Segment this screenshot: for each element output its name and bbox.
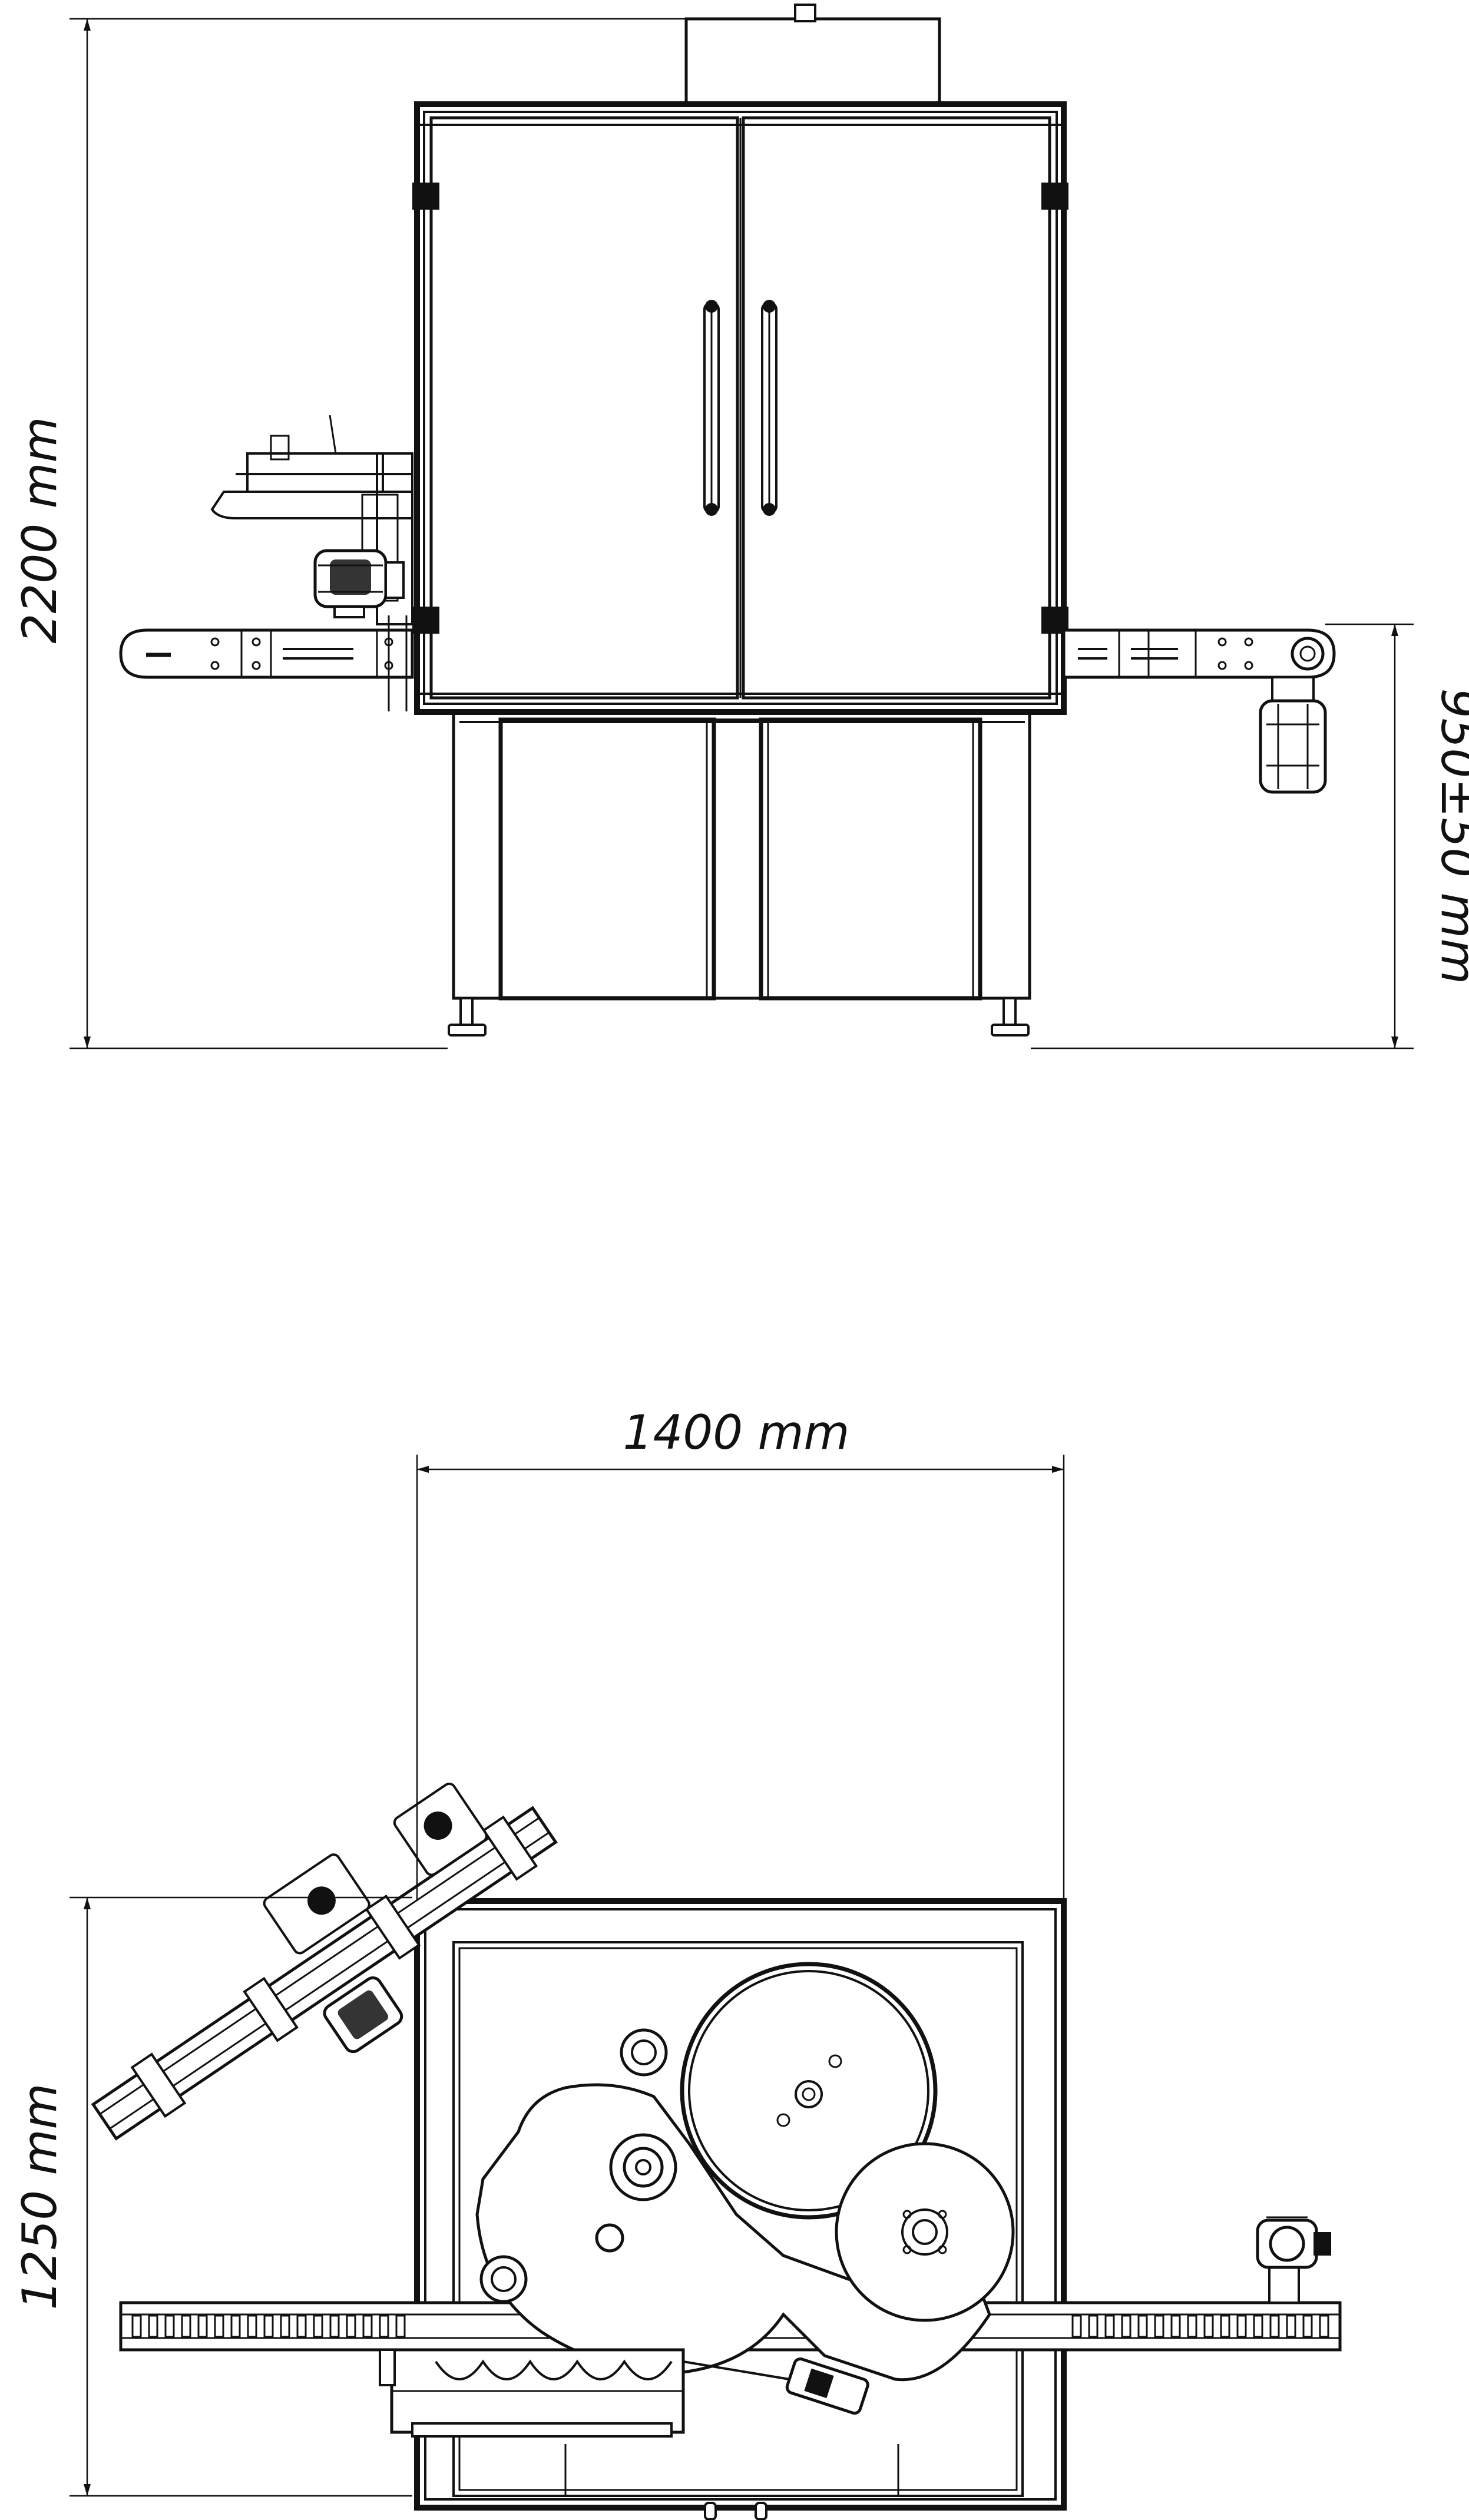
top-left-labeler-arm [91,1782,558,2141]
chain-link [181,2314,191,2338]
chain-link [1154,2314,1164,2338]
dimension-depth: 1250 mm [12,1896,412,2497]
chain-link [1121,2314,1131,2338]
dimension-height-overall: 2200 mm [12,18,686,1049]
chain-link [395,2314,406,2338]
bottom-motor [683,2357,869,2415]
chain-link [1104,2314,1115,2338]
chain-link [1302,2314,1313,2338]
top-right-motor [1256,2216,1331,2304]
depth-dimension-label: 1250 mm [12,2084,67,2310]
upper-cabinet [412,101,1068,715]
height-dimension-label: 2200 mm [12,417,67,644]
chain-link [1187,2314,1197,2338]
chain-link [1220,2314,1230,2338]
right-conveyor [1062,628,1336,679]
conveyor-height-dimension-label: 950±50 mm [1431,688,1469,985]
width-dimension-label: 1400 mm [623,1405,850,1460]
chain-link [1137,2314,1148,2338]
main-turntable-plate [475,2028,991,2382]
dimension-conveyor-height: 950±50 mm [1031,623,1469,1049]
chain-link [1269,2314,1280,2338]
chain-link [164,2314,175,2338]
door-handle-right [761,300,777,516]
chain-link [1203,2314,1214,2338]
leveling-foot-left [448,997,487,1037]
label-reel [680,1962,938,2220]
chain-link [362,2314,373,2338]
chain-link [131,2314,142,2338]
infeed-screw [379,2348,685,2438]
chain-link [1170,2314,1181,2338]
chain-link [214,2314,224,2338]
chain-link [346,2314,356,2338]
chain-link [1286,2314,1296,2338]
left-conveyor [119,615,414,711]
bottom-fasteners [564,2444,899,2520]
chain-link [280,2314,290,2338]
chain-link [329,2314,340,2338]
front-view: 2200 mm 950±50 mm [12,4,1469,1049]
left-motor [313,549,405,618]
chain-link [1088,2314,1099,2338]
top-view: 1400 mm 1250 mm [12,1405,1342,2520]
conveyor-chain-links [131,2314,1329,2338]
dimension-width: 1400 mm [416,1405,1065,1901]
chain-link [230,2314,241,2338]
chain-link [263,2314,274,2338]
chain-link [1319,2314,1329,2338]
left-labeling-head [210,415,413,625]
chain-link [379,2314,389,2338]
star-wheel [835,2142,1015,2322]
chain-link [313,2314,323,2338]
chain-link [1071,2314,1082,2338]
chain-link [148,2314,158,2338]
chain-link [197,2314,208,2338]
leveling-foot-right [991,997,1030,1037]
right-motor [1259,676,1327,794]
chain-link [1253,2314,1263,2338]
chain-link [296,2314,307,2338]
door-handle-left [703,300,720,516]
top-vent-cap [794,4,816,22]
chain-link [247,2314,257,2338]
chain-link [1236,2314,1247,2338]
lower-base-frame [452,710,1031,1001]
top-control-box [684,17,941,106]
